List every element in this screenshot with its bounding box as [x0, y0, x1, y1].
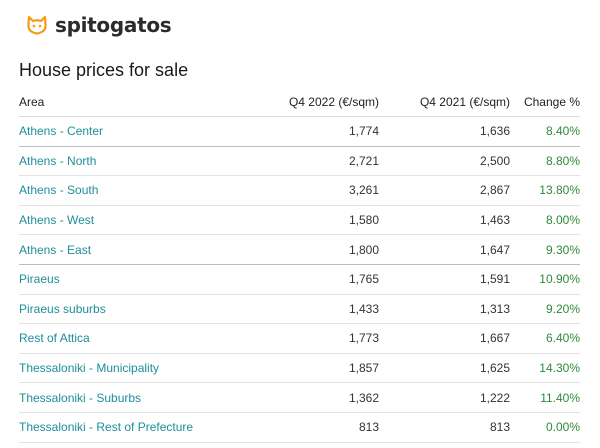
brand-header[interactable]: spitogatos — [25, 12, 172, 38]
table-row: Thessaloniki - Rest of Prefecture 813 813 0… — [19, 412, 580, 443]
q4-2022-value: 1,765 — [235, 264, 379, 295]
q4-2022-value: 1,774 — [235, 116, 379, 147]
table-header-row: Area Q4 2022 (€/sqm) Q4 2021 (€/sqm) Cha… — [19, 88, 580, 117]
q4-2021-value: 1,463 — [379, 205, 510, 236]
column-header-q4-2021: Q4 2021 (€/sqm) — [379, 88, 510, 117]
q4-2022-value: 1,773 — [235, 323, 379, 354]
area-link[interactable]: Athens - South — [19, 175, 235, 206]
prices-table: Area Q4 2022 (€/sqm) Q4 2021 (€/sqm) Cha… — [19, 88, 580, 443]
change-value: 8.80% — [510, 146, 580, 177]
change-value: 13.80% — [510, 175, 580, 206]
area-link[interactable]: Thessaloniki - Suburbs — [19, 382, 235, 413]
area-link[interactable]: Thessaloniki - Municipality — [19, 353, 235, 384]
column-header-area: Area — [19, 88, 235, 117]
table-row: Athens - East 1,800 1,647 9.30% — [19, 234, 580, 265]
q4-2022-value: 2,721 — [235, 146, 379, 177]
table-row: Thessaloniki - Suburbs 1,362 1,222 11.40% — [19, 382, 580, 413]
area-link[interactable]: Piraeus suburbs — [19, 294, 235, 325]
q4-2021-value: 1,591 — [379, 264, 510, 295]
change-value: 10.90% — [510, 264, 580, 295]
change-value: 6.40% — [510, 323, 580, 354]
area-link[interactable]: Rest of Attica — [19, 323, 235, 354]
column-header-q4-2022: Q4 2022 (€/sqm) — [235, 88, 379, 117]
q4-2021-value: 813 — [379, 412, 510, 443]
table-row: Thessaloniki - Municipality 1,857 1,625 14.… — [19, 353, 580, 384]
area-link[interactable]: Athens - North — [19, 146, 235, 177]
area-link[interactable]: Athens - East — [19, 234, 235, 265]
q4-2021-value: 1,625 — [379, 353, 510, 384]
change-value: 0.00% — [510, 412, 580, 443]
q4-2022-value: 1,580 — [235, 205, 379, 236]
q4-2021-value: 1,647 — [379, 234, 510, 265]
area-link[interactable]: Athens - West — [19, 205, 235, 236]
area-link[interactable]: Thessaloniki - Rest of Prefecture — [19, 412, 235, 443]
column-header-change: Change % — [510, 88, 580, 117]
table-row: Athens - West 1,580 1,463 8.00% — [19, 205, 580, 236]
table-row: Athens - South 3,261 2,867 13.80% — [19, 175, 580, 206]
q4-2021-value: 1,667 — [379, 323, 510, 354]
q4-2021-value: 2,500 — [379, 146, 510, 177]
change-value: 14.30% — [510, 353, 580, 384]
q4-2021-value: 2,867 — [379, 175, 510, 206]
page-title: House prices for sale — [19, 60, 189, 80]
change-value: 9.30% — [510, 234, 580, 265]
area-link[interactable]: Athens - Center — [19, 116, 235, 147]
change-value: 11.40% — [510, 382, 580, 413]
q4-2022-value: 3,261 — [235, 175, 379, 206]
q4-2022-value: 813 — [235, 412, 379, 443]
q4-2021-value: 1,222 — [379, 382, 510, 413]
area-link[interactable]: Piraeus — [19, 264, 235, 295]
table-row: Athens - North 2,721 2,500 8.80% — [19, 146, 580, 177]
change-value: 8.00% — [510, 205, 580, 236]
q4-2021-value: 1,636 — [379, 116, 510, 147]
change-value: 9.20% — [510, 294, 580, 325]
q4-2021-value: 1,313 — [379, 294, 510, 325]
q4-2022-value: 1,857 — [235, 353, 379, 384]
q4-2022-value: 1,362 — [235, 382, 379, 413]
table-row: Piraeus 1,765 1,591 10.90% — [19, 264, 580, 295]
cat-icon — [27, 15, 47, 35]
q4-2022-value: 1,433 — [235, 294, 379, 325]
brand-name: spitogatos — [55, 13, 172, 37]
table-row: Rest of Attica 1,773 1,667 6.40% — [19, 323, 580, 354]
table-row: Piraeus suburbs 1,433 1,313 9.20% — [19, 294, 580, 325]
q4-2022-value: 1,800 — [235, 234, 379, 265]
table-row: Athens - Center 1,774 1,636 8.40% — [19, 116, 580, 147]
change-value: 8.40% — [510, 116, 580, 147]
